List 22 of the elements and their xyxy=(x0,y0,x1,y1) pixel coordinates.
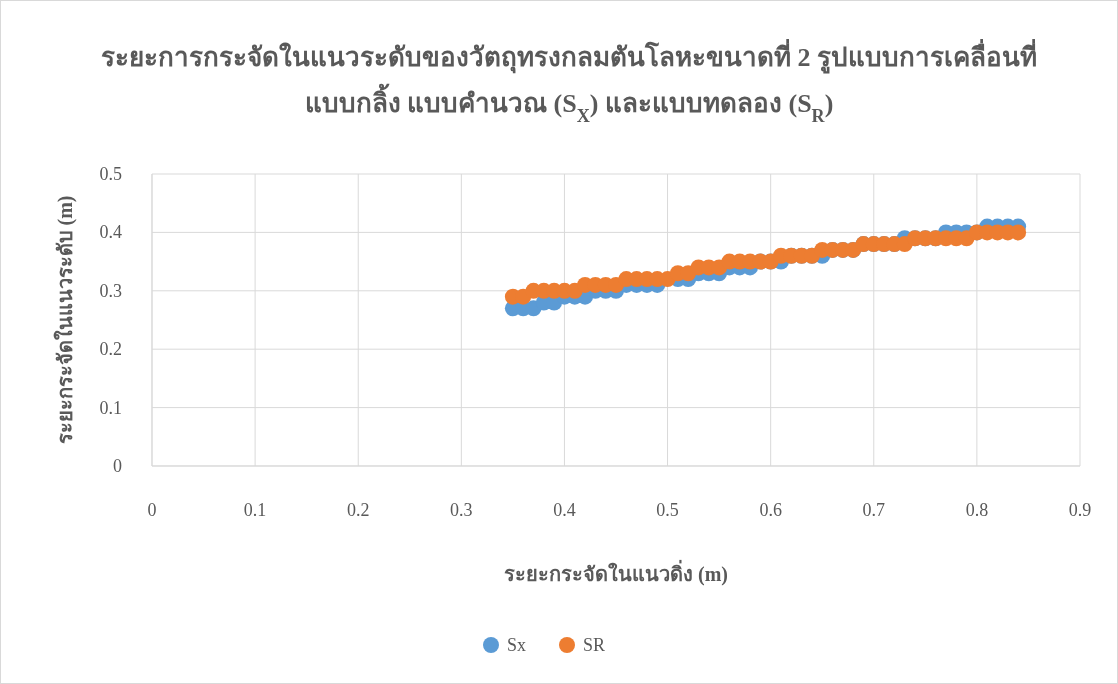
x-tick-label: 0.6 xyxy=(759,500,782,520)
y-tick-label: 0.4 xyxy=(99,222,122,243)
x-tick-label: 0.8 xyxy=(965,500,989,520)
point xyxy=(1010,224,1027,241)
y-axis-title: ระยะกระจัดในแนวระดับ (m) xyxy=(53,195,77,445)
x-tick-label: 0 xyxy=(147,500,157,520)
x-tick-label: 0.1 xyxy=(243,500,267,520)
y-tick-label: 0.5 xyxy=(99,164,122,184)
y-tick-label: 0.1 xyxy=(99,397,122,418)
y-tick-label: 0 xyxy=(113,456,122,476)
x-tick-label: 0.4 xyxy=(553,500,576,520)
chart-title: ระยะการกระจัดในแนวระดับของวัตถุทรงกลมตันโลหะขนาดที่ 2 รูปแบบการเคลื่อนที่ แบบกลิ้ง แบบคำนวณ (S$_{X}$) และแบบทดลอง (S$_{R}$) xyxy=(101,38,1037,126)
x-tick-label: 0.2 xyxy=(346,500,370,520)
y-tick-label: 0.2 xyxy=(99,339,122,360)
x-tick-label: 0.3 xyxy=(450,500,473,520)
y-tick-label: 0.3 xyxy=(99,280,122,301)
legend-label: Sx xyxy=(507,635,527,655)
x-axis-title: ระยะกระจัดในแนวดิ่ง (m) xyxy=(504,559,728,586)
legend-label: SR xyxy=(583,635,606,655)
x-tick-label: 0.5 xyxy=(656,500,679,520)
x-tick-label: 0.9 xyxy=(1068,500,1092,520)
x-tick-label: 0.7 xyxy=(862,500,886,520)
